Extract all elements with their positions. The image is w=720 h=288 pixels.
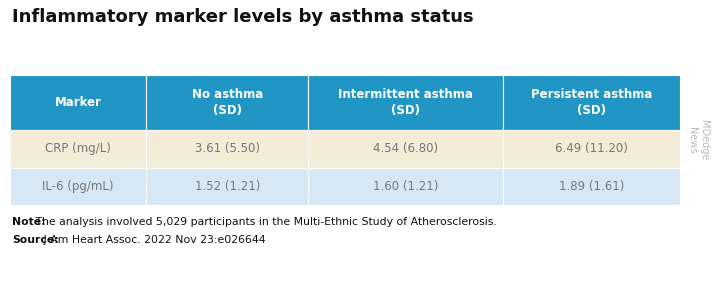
Bar [308,75,503,130]
Text: 1.52 (1.21): 1.52 (1.21) [194,180,260,193]
Bar [503,130,680,168]
Bar [308,130,503,168]
Text: IL-6 (pg/mL): IL-6 (pg/mL) [42,180,114,193]
Text: MDedge
News: MDedge News [687,120,708,160]
Bar [503,75,680,130]
Text: The analysis involved 5,029 participants in the Multi-Ethnic Study of Atheroscle: The analysis involved 5,029 participants… [32,217,497,227]
Text: Note:: Note: [12,217,45,227]
Bar [10,75,146,130]
Bar [503,168,680,205]
Text: 1.89 (1.61): 1.89 (1.61) [559,180,624,193]
Text: Source:: Source: [12,235,59,245]
Text: CRP (mg/L): CRP (mg/L) [45,142,111,155]
Text: 4.54 (6.80): 4.54 (6.80) [373,142,438,155]
Bar [10,130,146,168]
Text: No asthma
(SD): No asthma (SD) [192,88,263,117]
Text: 3.61 (5.50): 3.61 (5.50) [194,142,260,155]
Text: Intermittent asthma
(SD): Intermittent asthma (SD) [338,88,473,117]
Text: 1.60 (1.21): 1.60 (1.21) [373,180,438,193]
Bar [146,130,308,168]
Bar [146,168,308,205]
Bar [308,168,503,205]
Text: Inflammatory marker levels by asthma status: Inflammatory marker levels by asthma sta… [12,8,474,26]
Text: Persistent asthma
(SD): Persistent asthma (SD) [531,88,652,117]
Bar [10,168,146,205]
Text: 6.49 (11.20): 6.49 (11.20) [555,142,628,155]
Bar [146,75,308,130]
Text: Marker: Marker [55,96,102,109]
Text: J Am Heart Assoc. 2022 Nov 23:e026644: J Am Heart Assoc. 2022 Nov 23:e026644 [40,235,266,245]
